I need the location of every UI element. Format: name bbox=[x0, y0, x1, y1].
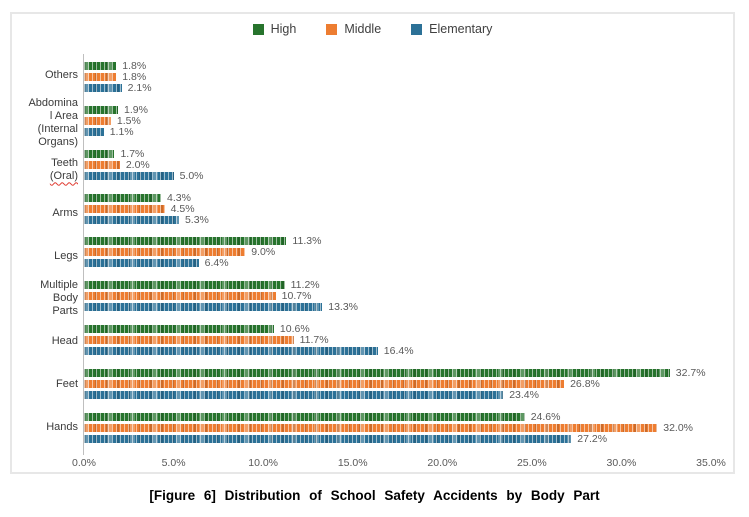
chart-frame: High Middle Elementary Others Abdomina l Are… bbox=[10, 12, 735, 474]
bar-elementary-4 bbox=[84, 215, 179, 224]
bar-group-hands: 24.6% 32.0% 27.2% bbox=[84, 405, 711, 449]
bar-middle-7 bbox=[84, 336, 294, 345]
category-axis-labels: Others Abdomina l Area (Internal Organs) Teet… bbox=[20, 54, 78, 449]
value-label: 10.7% bbox=[281, 290, 312, 303]
value-label: 16.4% bbox=[383, 345, 414, 358]
bar-middle-2 bbox=[84, 116, 111, 125]
bar-group-feet: 32.7% 26.8% 23.4% bbox=[84, 361, 711, 405]
bar-group-multiple-body-parts: 11.2% 10.7% 13.3% bbox=[84, 273, 711, 317]
bar-high-3 bbox=[84, 149, 115, 158]
value-label: 11.2% bbox=[290, 279, 320, 292]
value-label: 27.2% bbox=[577, 433, 608, 446]
bar-middle-3 bbox=[84, 160, 120, 169]
bar-elementary-1 bbox=[84, 83, 122, 92]
value-label: 1.8% bbox=[122, 59, 147, 72]
bar-elementary-2 bbox=[84, 127, 104, 136]
value-label: 4.3% bbox=[167, 191, 191, 204]
bar-group-abdominal-area-internal-organs: 1.9% 1.5% 1.1% bbox=[84, 98, 711, 142]
bar-middle-4 bbox=[84, 204, 165, 213]
value-label: 32.0% bbox=[663, 422, 694, 435]
value-label: 5.3% bbox=[184, 213, 209, 226]
bar-high-6 bbox=[84, 281, 285, 290]
legend-label: Elementary bbox=[429, 22, 493, 36]
bar-elementary-6 bbox=[84, 303, 323, 312]
bar-high-9 bbox=[84, 413, 525, 422]
bar-group-others: 1.8% 1.8% 2.1% bbox=[84, 54, 711, 98]
bar-middle-6 bbox=[84, 292, 276, 301]
bar-high-4 bbox=[84, 193, 162, 202]
plot-area: 24.6% 32.0% 27.2% 32.7% 26.8% 23.4% 10.6% 11.7%… bbox=[83, 54, 711, 455]
bar-high-7 bbox=[84, 325, 274, 334]
category-label-feet: Feet bbox=[55, 378, 78, 391]
category-label-arms: Arms bbox=[52, 206, 78, 219]
bar-elementary-9 bbox=[84, 435, 572, 444]
bar-elementary-3 bbox=[84, 171, 174, 180]
bar-elementary-7 bbox=[84, 347, 378, 356]
value-label: 11.7% bbox=[299, 334, 329, 347]
category-label-abdominal-area-internal-organs: Abdomina l Area (Internal Organs) bbox=[28, 96, 78, 148]
x-tick-label: 10.0% bbox=[248, 457, 279, 469]
legend-swatch-middle bbox=[326, 23, 338, 35]
bar-high-2 bbox=[84, 105, 119, 114]
value-label: 9.0% bbox=[251, 246, 276, 259]
x-tick-label: 30.0% bbox=[606, 457, 637, 469]
legend-item-high: High bbox=[252, 22, 297, 36]
x-tick-label: 20.0% bbox=[427, 457, 458, 469]
bar-elementary-5 bbox=[84, 259, 199, 268]
category-label-legs: Legs bbox=[54, 249, 78, 262]
category-label-head: Head bbox=[51, 335, 78, 348]
bar-group-legs: 11.3% 9.0% 6.4% bbox=[84, 230, 711, 274]
bar-middle-8 bbox=[84, 380, 565, 389]
value-label: 1.5% bbox=[116, 114, 141, 127]
value-label: 11.3% bbox=[292, 235, 322, 248]
bar-middle-5 bbox=[84, 248, 246, 257]
value-label: 1.1% bbox=[109, 125, 134, 138]
legend-swatch-elementary bbox=[411, 23, 423, 35]
x-tick-label: 5.0% bbox=[161, 457, 186, 469]
y-axis-line bbox=[83, 54, 84, 455]
bar-high-8 bbox=[84, 369, 670, 378]
legend-item-elementary: Elementary bbox=[411, 22, 492, 36]
x-tick-label: 35.0% bbox=[696, 457, 726, 469]
bar-high-5 bbox=[84, 237, 287, 246]
value-label: 2.0% bbox=[125, 158, 150, 171]
category-label-others: Others bbox=[44, 68, 78, 81]
value-label: 1.9% bbox=[124, 103, 148, 116]
legend: High Middle Elementary bbox=[12, 22, 733, 36]
category-label-hands: Hands bbox=[46, 421, 78, 434]
value-label: 32.7% bbox=[675, 367, 706, 380]
value-label: 6.4% bbox=[204, 257, 229, 270]
x-tick-label: 0.0% bbox=[72, 457, 96, 469]
value-label: 23.4% bbox=[509, 389, 539, 402]
legend-item-middle: Middle bbox=[326, 22, 381, 36]
category-label-multiple-body-parts: Multiple Body Parts bbox=[40, 279, 78, 318]
bar-high-1 bbox=[84, 61, 117, 70]
x-axis: 0.0% 5.0% 10.0% 15.0% 20.0% 25.0% 30.0% 35.0% bbox=[72, 457, 726, 473]
bar-middle-1 bbox=[84, 72, 117, 81]
value-label: 13.3% bbox=[328, 301, 359, 314]
bar-group-head: 10.6% 11.7% 16.4% bbox=[84, 317, 711, 361]
value-label: 4.5% bbox=[170, 202, 195, 215]
value-label: 1.8% bbox=[122, 70, 147, 83]
bar-group-arms: 4.3% 4.5% 5.3% bbox=[84, 186, 711, 230]
value-label: 26.8% bbox=[570, 378, 600, 391]
value-label: 24.6% bbox=[530, 411, 561, 424]
legend-label: Middle bbox=[344, 22, 382, 36]
value-label: 1.7% bbox=[120, 147, 145, 160]
value-label: 5.0% bbox=[179, 169, 204, 182]
bar-elementary-8 bbox=[84, 391, 504, 400]
bar-middle-9 bbox=[84, 424, 658, 433]
bar-group-teeth-oral: 1.7% 2.0% 5.0% bbox=[84, 142, 711, 186]
legend-label: High bbox=[270, 22, 297, 36]
x-tick-label: 25.0% bbox=[516, 457, 547, 469]
figure-caption: [Figure 6] Distribution of School Safety… bbox=[149, 488, 600, 503]
legend-swatch-high bbox=[252, 23, 264, 35]
value-label: 10.6% bbox=[279, 323, 310, 336]
category-label-teeth-oral: Teeth (Oral) bbox=[49, 157, 78, 183]
x-tick-label: 15.0% bbox=[337, 457, 368, 469]
value-label: 2.1% bbox=[127, 81, 152, 94]
